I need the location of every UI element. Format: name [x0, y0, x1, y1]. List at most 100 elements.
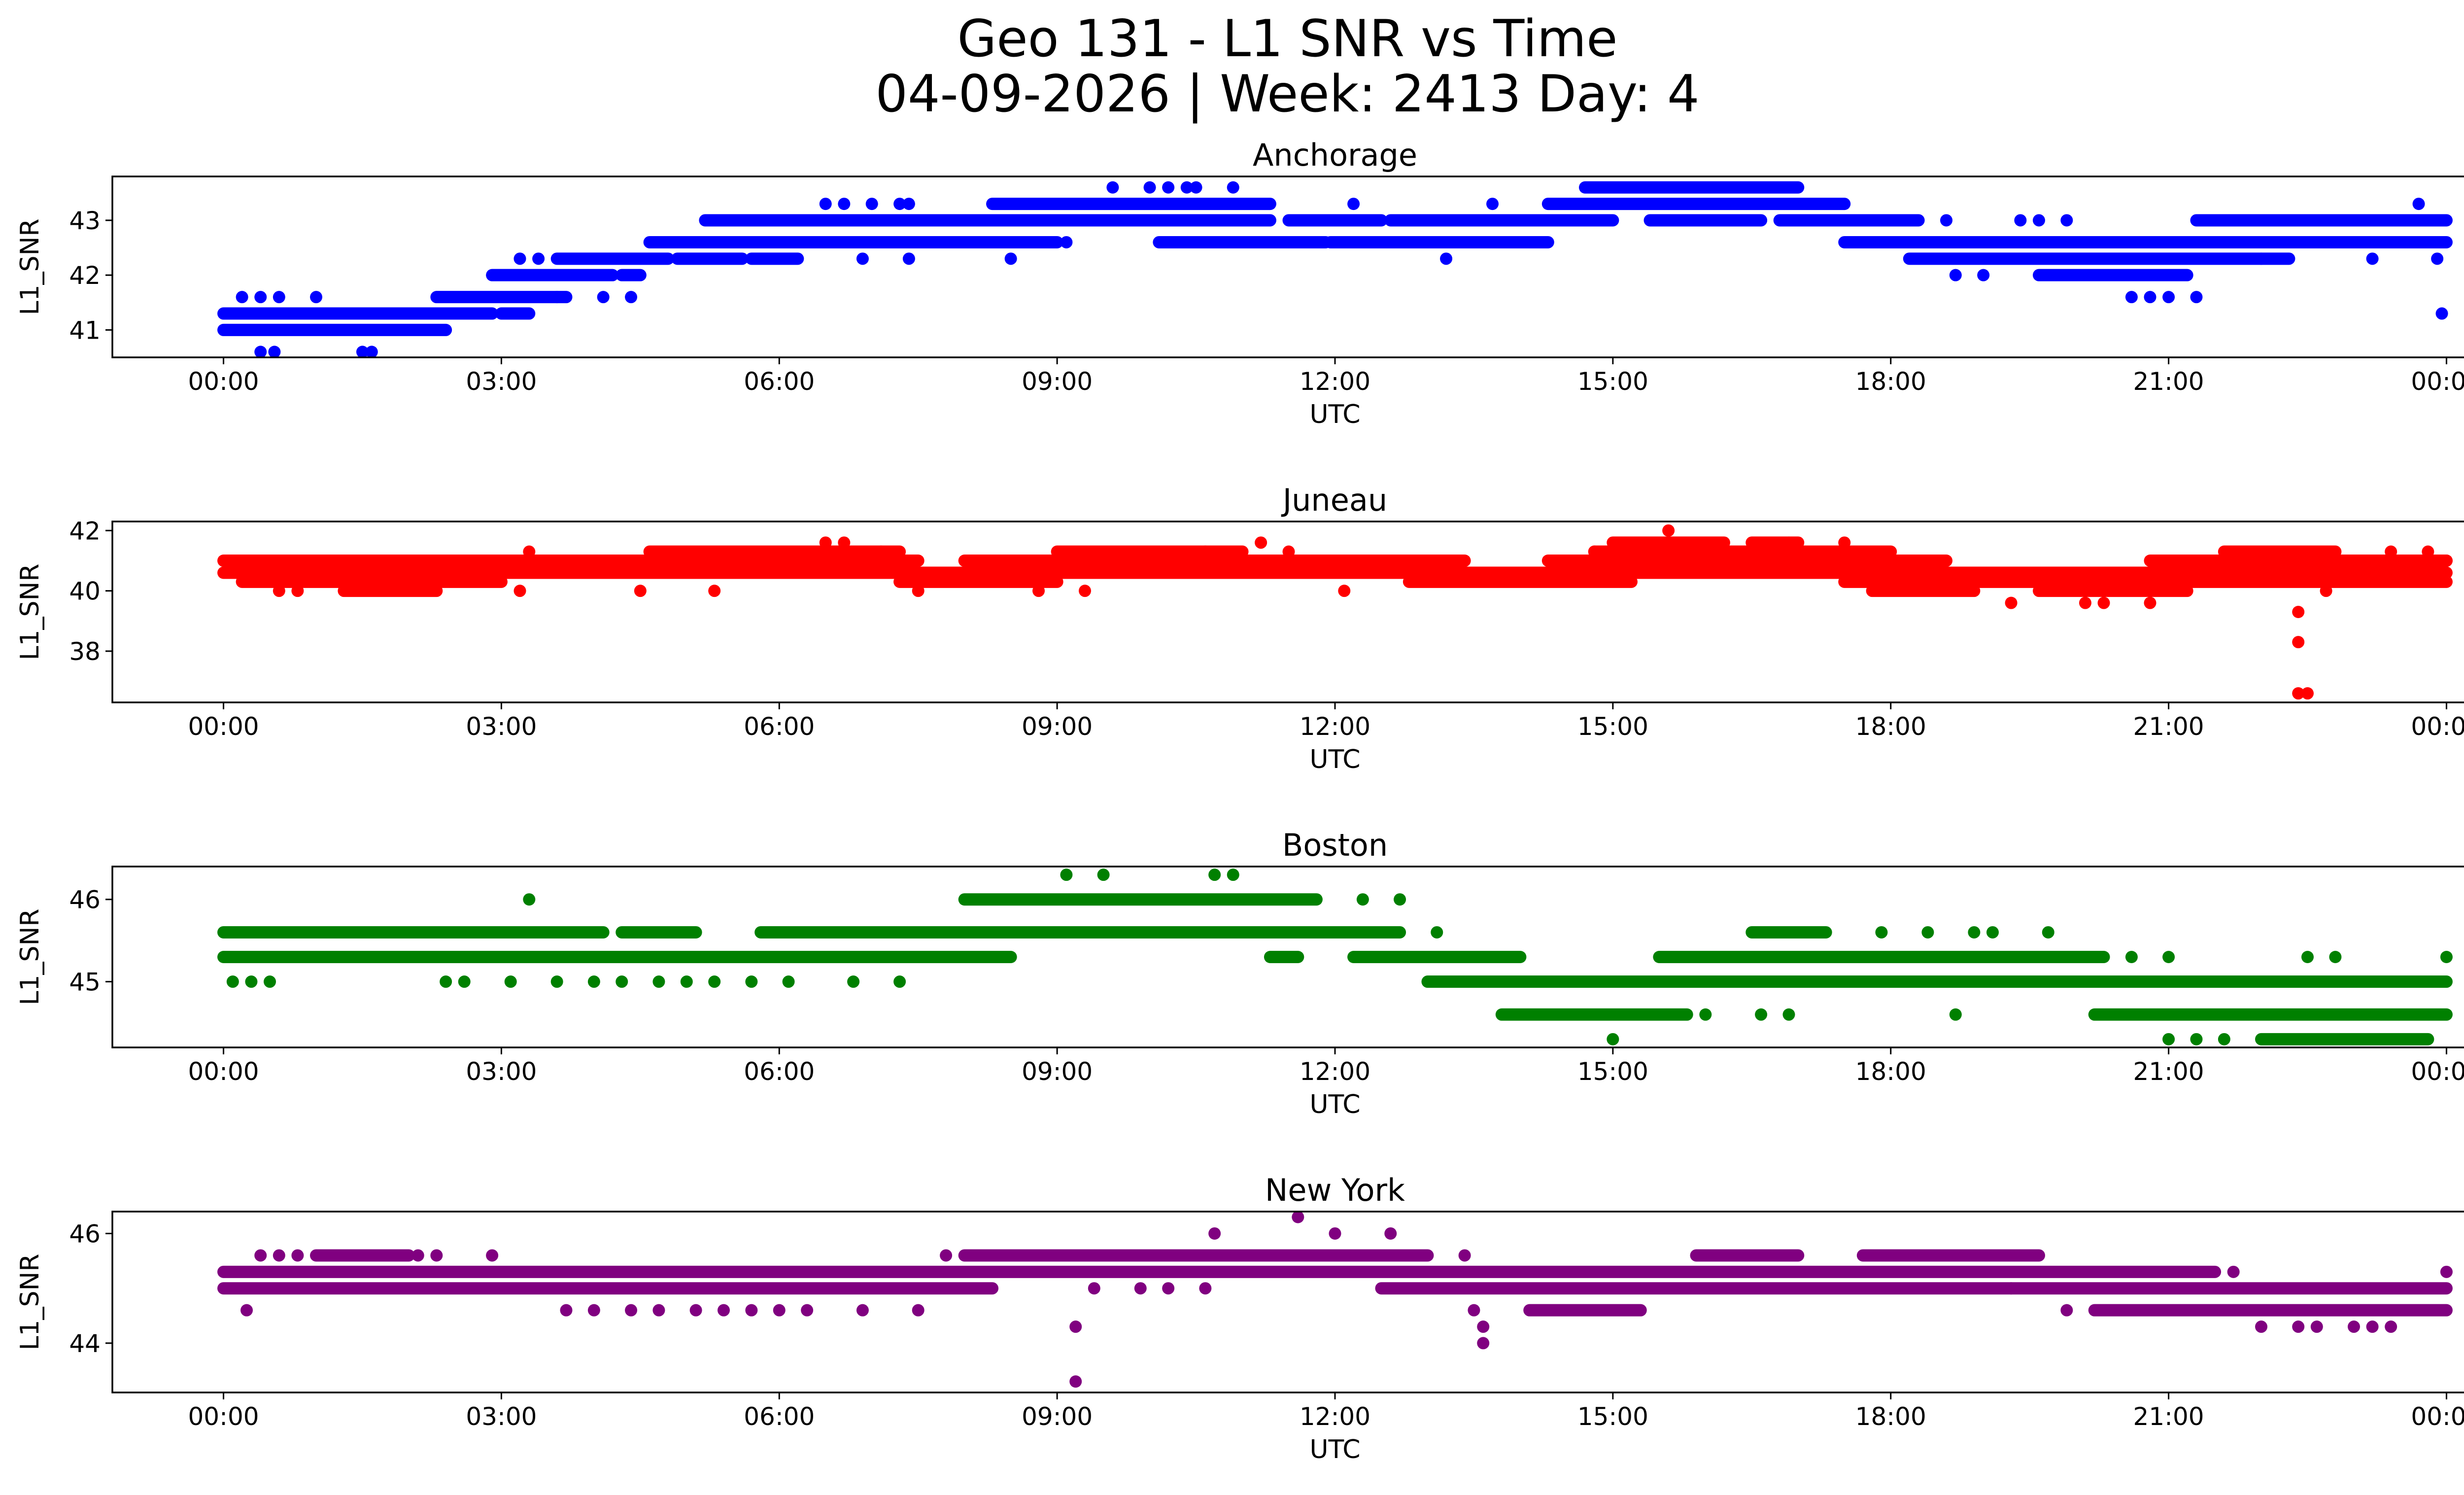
data-point — [912, 1304, 924, 1317]
data-point — [1440, 252, 1453, 265]
data-point — [550, 975, 563, 988]
x-tick-label: 03:00 — [466, 1402, 537, 1431]
x-tick-label: 00:00 — [188, 367, 259, 396]
chart-panel-4: New York 00:00 03:00 06:00 09:00 12:00 15:00 18… — [15, 1172, 2464, 1464]
data-point — [1162, 1282, 1175, 1295]
data-point — [1699, 1008, 1712, 1021]
data-point — [2329, 951, 2342, 963]
x-tick-label: 15:00 — [1577, 1057, 1648, 1086]
data-point — [625, 1304, 638, 1317]
data-point — [226, 975, 239, 988]
data-point — [338, 1249, 350, 1262]
data-point — [245, 975, 258, 988]
data-point — [902, 252, 915, 265]
data-point — [1143, 181, 1156, 194]
data-point — [708, 585, 721, 597]
data-point — [745, 975, 758, 988]
subplot-title: Juneau — [1281, 482, 1387, 518]
data-point — [1106, 181, 1119, 194]
x-tick-label: 00:00 — [2411, 1057, 2464, 1086]
x-tick-label: 06:00 — [744, 1402, 815, 1431]
data-point — [1134, 1282, 1147, 1295]
data-point — [1838, 536, 1851, 549]
data-point — [2310, 1321, 2323, 1333]
x-tick-label: 03:00 — [466, 367, 537, 396]
scatter-points — [217, 869, 2453, 1045]
data-point — [2255, 252, 2268, 265]
data-point — [560, 1304, 573, 1317]
data-point — [1680, 214, 1693, 227]
y-axis-label: L1_SNR — [15, 908, 45, 1005]
data-point — [1949, 269, 1962, 281]
data-point — [1097, 869, 1110, 881]
data-point — [2162, 1033, 2175, 1045]
data-point — [2097, 596, 2110, 609]
data-point — [2162, 291, 2175, 304]
data-point — [2366, 252, 2379, 265]
data-point — [1588, 545, 1601, 558]
x-tick-label: 12:00 — [1300, 712, 1370, 741]
data-point — [1977, 269, 1990, 281]
data-point — [291, 1249, 304, 1262]
y-tick-label: 45 — [69, 968, 101, 997]
data-point — [1171, 236, 1184, 248]
data-point — [1079, 585, 1092, 597]
data-point — [1347, 198, 1360, 210]
data-point — [2032, 214, 2045, 227]
y-tick-label: 43 — [69, 207, 101, 235]
data-point — [2301, 687, 2314, 700]
x-tick-label: 12:00 — [1300, 1057, 1370, 1086]
data-point — [2190, 1033, 2203, 1045]
data-point — [550, 291, 563, 304]
data-point — [1949, 1008, 1962, 1021]
subplot-title: Boston — [1282, 827, 1388, 863]
data-point — [1921, 926, 1934, 939]
axes-frame — [111, 1211, 2464, 1393]
data-point — [597, 291, 610, 304]
data-point — [819, 536, 832, 549]
data-point — [2292, 636, 2305, 649]
data-point — [310, 291, 322, 304]
data-point — [2431, 252, 2444, 265]
data-point — [2014, 214, 2027, 227]
data-point — [1060, 869, 1073, 881]
data-point — [2440, 555, 2453, 567]
x-tick-label: 15:00 — [1577, 1402, 1648, 1431]
data-point — [523, 893, 536, 906]
data-point — [940, 1249, 953, 1262]
x-tick-label: 21:00 — [2133, 1057, 2204, 1086]
data-point — [2079, 596, 2091, 609]
data-point — [2435, 307, 2448, 320]
scatter-points — [217, 1212, 2453, 1388]
data-point — [264, 975, 276, 988]
y-axis-label: L1_SNR — [15, 218, 45, 315]
x-tick-label: 18:00 — [1855, 367, 1926, 396]
data-point — [2431, 214, 2444, 227]
x-tick-label: 15:00 — [1577, 712, 1648, 741]
data-point — [291, 585, 304, 597]
data-point — [2042, 926, 2054, 939]
subplot-title: New York — [1265, 1172, 1405, 1208]
data-point — [1004, 252, 1017, 265]
data-point — [1782, 536, 1795, 549]
data-point — [430, 1249, 443, 1262]
data-point — [847, 975, 860, 988]
data-point — [1180, 181, 1193, 194]
y-tick-label: 38 — [69, 637, 101, 666]
data-point — [634, 585, 647, 597]
x-tick-label: 03:00 — [466, 712, 537, 741]
data-point — [254, 291, 267, 304]
x-tick-label: 12:00 — [1300, 367, 1370, 396]
data-point — [273, 291, 285, 304]
data-point — [1162, 181, 1175, 194]
data-point — [1199, 1282, 1212, 1295]
data-point — [718, 1304, 730, 1317]
scatter-points — [217, 524, 2453, 700]
y-tick-label: 42 — [69, 517, 101, 545]
data-point — [2385, 1321, 2397, 1333]
data-point — [513, 585, 526, 597]
x-tick-label: 00:00 — [188, 712, 259, 741]
data-point — [523, 545, 536, 558]
data-point — [1431, 926, 1443, 939]
